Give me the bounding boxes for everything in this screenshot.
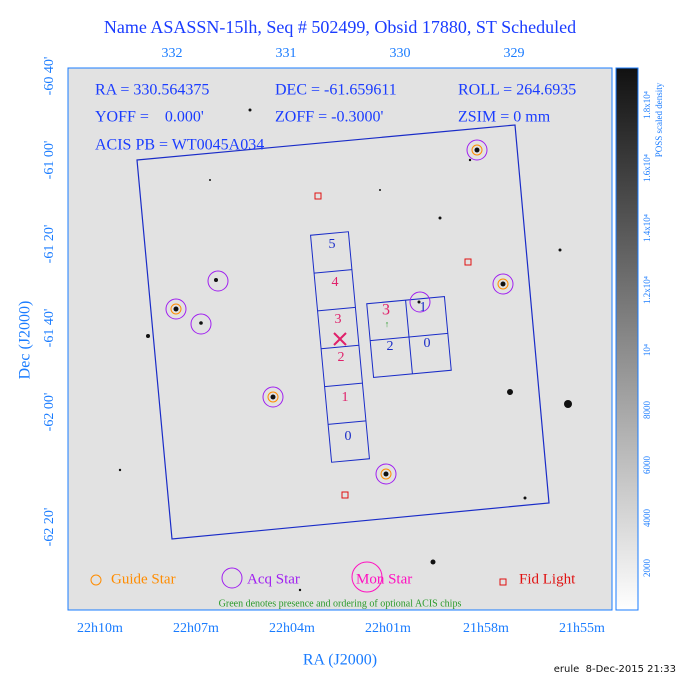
bottom-tick-label: 21h55m [559,621,605,636]
x-axis-title: RA (J2000) [303,652,377,669]
chip-label: 0 [345,429,352,444]
bottom-tick-label: 22h04m [269,621,315,636]
left-tick-label: -61 40' [42,309,57,348]
title: Name ASASSN-15lh, Seq # 502499, Obsid 17… [104,17,576,37]
top-tick-label: 332 [162,46,183,61]
info: ZOFF = -0.3000' [275,109,383,126]
top-tick-label: 329 [504,46,525,61]
info: DEC = -61.659611 [275,82,397,99]
acq-stars [165,139,514,485]
legend-symbol [499,578,507,586]
colorbar-label: 1.4x10⁴ [642,214,652,242]
colorbar-label: 4000 [642,509,652,528]
colorbar-label: 10⁴ [642,344,652,356]
colorbar-title: POSS scaled density [654,82,664,157]
note: Green denotes presence and ordering of o… [219,598,462,609]
left-tick-label: -61 00' [42,141,57,180]
acis-s-chips [310,231,370,463]
chip-label: 5 [329,237,336,252]
left-tick-label: -62 20' [42,508,57,547]
info: YOFF = 0.000' [95,109,204,126]
chip-label: 1 [342,390,349,405]
chip-label: 4 [332,275,339,290]
left-tick-label: -62 00' [42,393,57,432]
legend-symbol [221,567,243,589]
field-outline [136,124,550,540]
chip-label: 0 [424,336,431,351]
legend-symbol [90,574,102,586]
left-tick-label: -61 20' [42,225,57,264]
top-tick-label: 330 [390,46,411,61]
colorbar-label: 8000 [642,401,652,420]
colorbar-label: 6000 [642,456,652,475]
colorbar-label: 1.8x10⁴ [642,91,652,119]
info: ZSIM = 0 mm [458,109,551,126]
legend-label: Mon Star [356,571,412,587]
legend-label: Fid Light [519,571,576,587]
guide-stars [170,144,509,480]
y-axis-title: Dec (J2000) [17,301,34,380]
colorbar-label: 1.2x10⁴ [642,276,652,304]
info: RA = 330.564375 [95,82,209,99]
optional-marker: ↑ [385,319,390,329]
chip-label: 2 [387,339,394,354]
target-cross [333,332,347,346]
bottom-tick-label: 22h01m [365,621,411,636]
left-tick-label: -60 40' [42,57,57,96]
bottom-tick-label: 21h58m [463,621,509,636]
colorbar-label: 2000 [642,559,652,578]
chip-label: 3 [382,302,390,319]
bottom-tick-label: 22h07m [173,621,219,636]
top-tick-label: 331 [276,46,297,61]
info: ACIS PB = WT0045A034 [95,137,264,154]
stars [118,108,572,592]
legend-label: Guide Star [111,571,176,587]
legend-label: Acq Star [247,571,300,587]
colorbar-label: 1.6x10⁴ [642,154,652,182]
acis-i-chips [366,296,452,378]
colorbar [615,67,639,611]
legend-symbol [351,561,383,593]
chip-label: 2 [338,350,345,365]
bottom-tick-label: 22h10m [77,621,123,636]
footer: erule 8-Dec-2015 21:33 [554,664,676,675]
chip-label: 3 [335,312,342,327]
fid-lights [314,192,472,499]
chip-label: 1 [420,300,427,315]
info: ROLL = 264.6935 [458,82,576,99]
